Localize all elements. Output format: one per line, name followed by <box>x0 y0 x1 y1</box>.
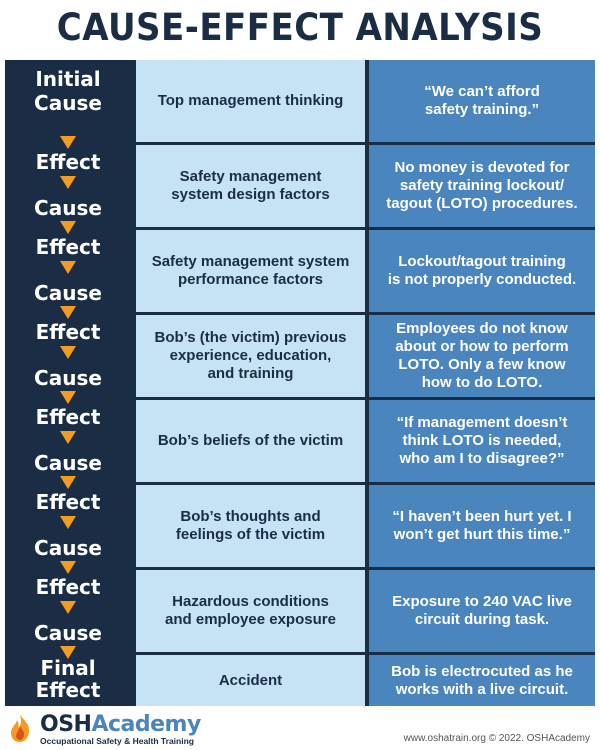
table-row: Final Effect Accident Bob is electrocute… <box>5 655 595 706</box>
table-row: Effect Cause Bob’s thoughts and feelings… <box>5 485 595 574</box>
example-cell: Employees do not know about or how to pe… <box>369 315 595 397</box>
factor-cell: Bob’s (the victim) previous experience, … <box>136 315 365 397</box>
stage-label-bottom: Cause <box>34 366 102 390</box>
table-row: Effect Cause Safety management system pe… <box>5 230 595 319</box>
stage-cell: Effect Cause <box>5 570 131 652</box>
stage-label-bottom: Cause <box>34 91 102 115</box>
example-cell: “I haven’t been hurt yet. I won’t get hu… <box>369 485 595 567</box>
logo-osh: OSH <box>40 712 92 737</box>
page-title: CAUSE-EFFECT ANALYSIS <box>56 6 544 49</box>
stage-label-top: Initial <box>35 67 101 91</box>
stage-label-top: Effect <box>35 235 101 259</box>
stage-label-top: Effect <box>35 150 101 174</box>
stage-label-top: Effect <box>35 405 101 429</box>
down-arrow-icon <box>60 391 76 404</box>
table-row: Effect Cause Bob’s beliefs of the victim… <box>5 400 595 489</box>
stage-label-top: Effect <box>35 490 101 514</box>
stage-label-bottom: Cause <box>34 281 102 305</box>
down-arrow-icon <box>60 221 76 234</box>
stage-label-bottom: Effect <box>35 678 101 702</box>
factor-cell: Hazardous conditions and employee exposu… <box>136 570 365 652</box>
stage-label-bottom: Cause <box>34 621 102 645</box>
flame-icon <box>11 714 30 742</box>
logo-tagline: Occupational Safety & Health Training <box>40 736 194 746</box>
stage-label-top: Effect <box>35 575 101 599</box>
down-arrow-icon <box>60 431 76 444</box>
down-arrow-icon <box>60 601 76 614</box>
down-arrow-icon <box>60 516 76 529</box>
stage-cell: Effect Cause <box>5 485 131 567</box>
table-row: Effect Cause Hazardous conditions and em… <box>5 570 595 659</box>
down-arrow-icon <box>60 646 76 659</box>
stage-cell: Final Effect <box>5 655 131 706</box>
example-cell: “We can’t afford safety training.” <box>369 60 595 142</box>
table-row: Effect Cause Bob’s (the victim) previous… <box>5 315 595 404</box>
oshacademy-logo[interactable]: OSHAcademy Occupational Safety & Health … <box>6 712 206 746</box>
factor-cell: Top management thinking <box>136 60 365 142</box>
down-arrow-icon <box>60 476 76 489</box>
stage-label-bottom: Cause <box>34 451 102 475</box>
down-arrow-icon <box>60 136 76 149</box>
factor-cell: Bob’s beliefs of the victim <box>136 400 365 482</box>
stage-cell: Initial Cause <box>5 60 131 142</box>
cause-effect-table: Initial Cause Top management thinking “W… <box>5 60 595 706</box>
factor-cell: Bob’s thoughts and feelings of the victi… <box>136 485 365 567</box>
logo-wordmark: OSHAcademy <box>40 712 201 737</box>
stage-label-bottom: Cause <box>34 196 102 220</box>
factor-cell: Accident <box>136 655 365 706</box>
factor-cell: Safety management system design factors <box>136 145 365 227</box>
example-cell: “If management doesn’t think LOTO is nee… <box>369 400 595 482</box>
down-arrow-icon <box>60 176 76 189</box>
example-cell: Lockout/tagout training is not properly … <box>369 230 595 312</box>
stage-label-top: Effect <box>35 320 101 344</box>
example-cell: Bob is electrocuted as he works with a l… <box>369 655 595 706</box>
table-row: Effect Cause Safety management system de… <box>5 145 595 234</box>
stage-cell: Effect Cause <box>5 145 131 227</box>
stage-label-top: Final <box>40 656 96 680</box>
factor-cell: Safety management system performance fac… <box>136 230 365 312</box>
down-arrow-icon <box>60 561 76 574</box>
table-row: Initial Cause Top management thinking “W… <box>5 60 595 149</box>
logo-academy: Academy <box>91 712 201 737</box>
example-cell: Exposure to 240 VAC live circuit during … <box>369 570 595 652</box>
down-arrow-icon <box>60 261 76 274</box>
stage-label-bottom: Cause <box>34 536 102 560</box>
stage-cell: Effect Cause <box>5 315 131 397</box>
footer-credit: www.oshatrain.org © 2022. OSHAcademy <box>403 733 590 744</box>
stage-cell: Effect Cause <box>5 230 131 312</box>
down-arrow-icon <box>60 346 76 359</box>
stage-cell: Effect Cause <box>5 400 131 482</box>
down-arrow-icon <box>60 306 76 319</box>
example-cell: No money is devoted for safety training … <box>369 145 595 227</box>
